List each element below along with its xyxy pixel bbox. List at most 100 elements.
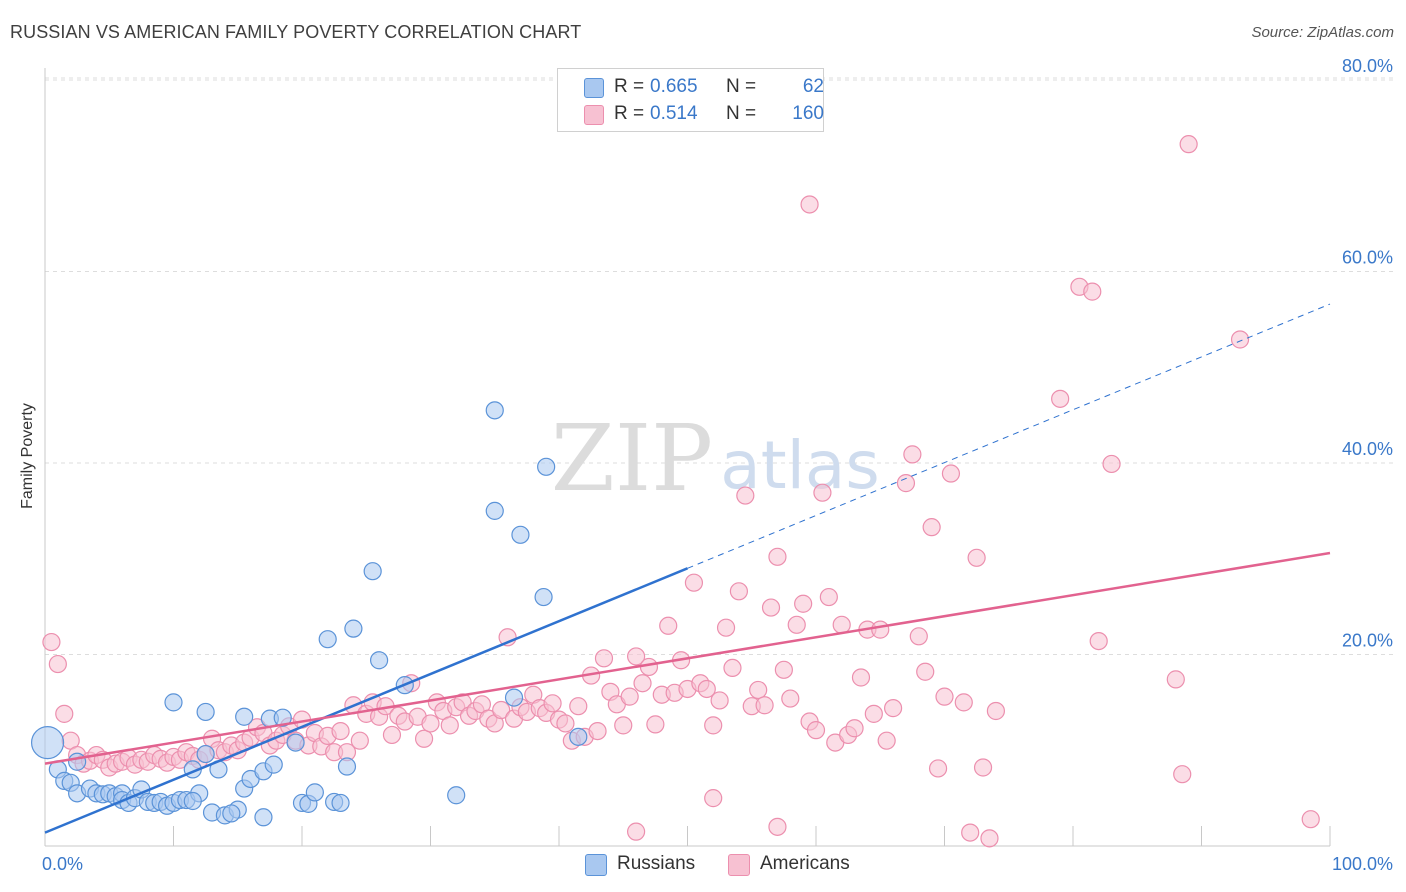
y-tick-label: 80.0%	[1342, 56, 1393, 76]
american-point	[896, 474, 916, 493]
american-point	[716, 618, 736, 637]
russian-point	[485, 401, 504, 420]
american-point	[871, 620, 890, 639]
american-point	[710, 691, 729, 710]
american-point	[749, 680, 768, 700]
russian-point	[537, 457, 556, 476]
american-point	[1089, 631, 1108, 651]
american-point	[48, 654, 67, 674]
american-point	[684, 573, 704, 592]
russians-legend-label: Russians	[617, 853, 696, 874]
russian-point	[569, 727, 588, 746]
american-point	[492, 700, 511, 720]
russian-point	[196, 702, 215, 722]
russian-point	[447, 786, 466, 805]
american-point	[42, 632, 61, 652]
americans-legend-swatch	[728, 854, 750, 876]
american-point	[787, 615, 806, 634]
correlation-legend: R = 0.665 N = 62 R = 0.514 N = 160	[557, 68, 824, 132]
american-point	[755, 696, 774, 715]
american-point	[614, 716, 633, 735]
american-point	[1301, 810, 1320, 829]
american-point	[1230, 330, 1250, 349]
american-point	[588, 721, 607, 741]
american-point	[973, 758, 993, 777]
american-point	[594, 649, 614, 668]
russian-point	[318, 630, 337, 649]
russian-point	[485, 501, 504, 520]
russian-point	[305, 783, 324, 802]
american-point	[909, 627, 928, 646]
russian-point	[264, 755, 283, 774]
american-point	[967, 548, 986, 567]
american-point	[620, 687, 639, 706]
american-point	[845, 719, 864, 738]
american-point	[935, 687, 954, 706]
american-point	[331, 721, 350, 741]
american-point	[916, 662, 935, 681]
american-point	[864, 704, 883, 723]
american-point	[639, 657, 659, 677]
n-label: N =	[726, 103, 757, 124]
russian-point	[534, 587, 553, 607]
r-value: 0.665	[650, 76, 698, 97]
russian-point	[254, 808, 273, 827]
n-value: 160	[792, 103, 824, 124]
american-point	[800, 195, 819, 214]
american-point	[543, 694, 562, 713]
american-point	[626, 822, 646, 841]
american-point	[1083, 282, 1102, 301]
russian-point	[337, 757, 357, 776]
american-point	[659, 616, 678, 635]
russian-point	[68, 752, 87, 771]
american-point	[980, 829, 999, 848]
source-label: Source: ZipAtlas.com	[1251, 24, 1394, 41]
russians-points	[30, 401, 588, 827]
tick-labels: 20.0% 40.0% 60.0% 80.0% 0.0% 100.0%	[42, 56, 1393, 874]
american-point	[941, 464, 961, 483]
russian-point	[222, 804, 241, 823]
american-point	[1166, 670, 1185, 689]
r-value: 0.514	[650, 103, 698, 124]
american-point	[903, 445, 922, 464]
y-tick-label: 20.0%	[1342, 631, 1393, 651]
russians-swatch	[584, 78, 604, 98]
american-point	[382, 725, 402, 745]
r-label: R =	[614, 76, 645, 97]
american-point	[813, 483, 832, 502]
russian-point	[370, 651, 389, 670]
russian-point	[235, 707, 254, 726]
x-tick-label: 0.0%	[42, 854, 83, 874]
american-point	[806, 721, 826, 740]
americans-points	[42, 135, 1320, 848]
russians-legend-swatch	[585, 854, 607, 876]
american-point	[1173, 765, 1192, 784]
american-point	[704, 716, 723, 735]
american-point	[421, 714, 440, 733]
russian-point	[183, 791, 202, 811]
american-point	[55, 704, 74, 723]
american-point	[768, 547, 787, 566]
trend-lines	[44, 303, 1331, 834]
russian-point	[30, 725, 65, 760]
american-point	[440, 716, 459, 735]
american-point	[414, 729, 434, 748]
american-point	[768, 817, 787, 836]
russian-point	[363, 562, 382, 581]
american-point	[1179, 135, 1198, 154]
russian-point	[511, 525, 530, 544]
watermark-zip: ZIP	[551, 405, 713, 512]
y-tick-label: 60.0%	[1342, 248, 1393, 268]
american-point	[832, 615, 851, 634]
russian-point	[273, 708, 292, 727]
americans-swatch	[584, 105, 604, 125]
american-point	[697, 679, 716, 699]
american-point	[1102, 454, 1121, 474]
american-point	[883, 699, 903, 718]
russian-point	[164, 693, 183, 712]
n-value: 62	[802, 76, 824, 97]
american-point	[794, 594, 813, 613]
american-point	[781, 689, 800, 708]
russian-point	[504, 688, 524, 707]
american-point	[626, 647, 646, 666]
